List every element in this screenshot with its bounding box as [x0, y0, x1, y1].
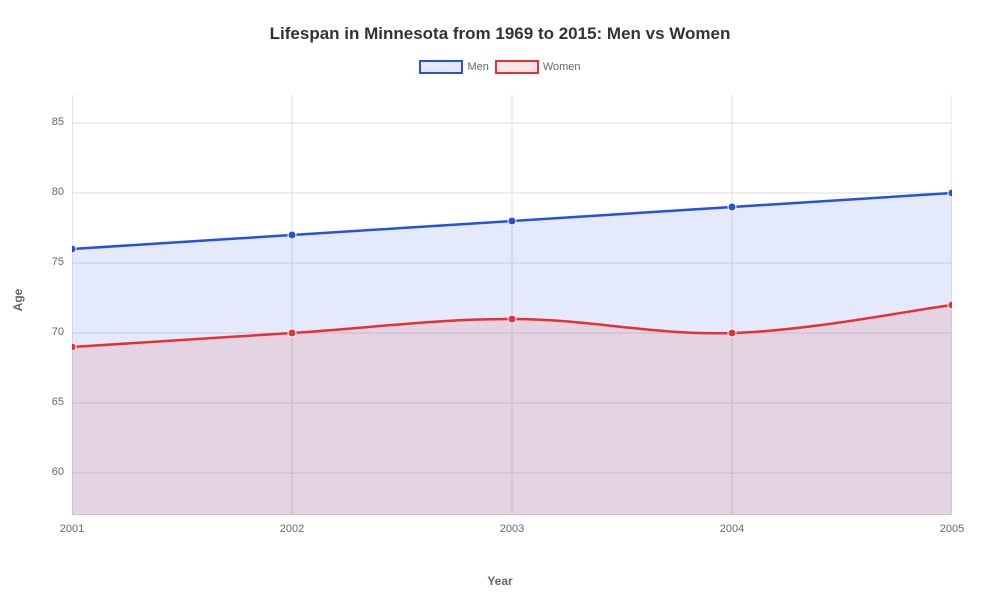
- y-tick-label: 60: [52, 466, 64, 478]
- y-tick-label: 80: [52, 186, 64, 198]
- legend-swatch-men: [419, 60, 463, 74]
- x-tick-label: 2001: [57, 523, 87, 535]
- legend-item-women[interactable]: Women: [495, 60, 581, 74]
- x-tick-label: 2005: [937, 523, 967, 535]
- chart-title: Lifespan in Minnesota from 1969 to 2015:…: [0, 24, 1000, 44]
- chart-container: Lifespan in Minnesota from 1969 to 2015:…: [0, 0, 1000, 600]
- plot-area: [72, 95, 952, 515]
- legend-item-men[interactable]: Men: [419, 60, 488, 74]
- x-axis-label: Year: [0, 574, 1000, 588]
- x-tick-label: 2004: [717, 523, 747, 535]
- plot-svg: [72, 95, 952, 515]
- legend-label-men: Men: [467, 61, 488, 73]
- x-tick-label: 2002: [277, 523, 307, 535]
- legend-label-women: Women: [543, 61, 581, 73]
- y-tick-label: 85: [52, 116, 64, 128]
- x-tick-label: 2003: [497, 523, 527, 535]
- y-axis-label: Age: [11, 289, 25, 312]
- legend-swatch-women: [495, 60, 539, 74]
- legend: Men Women: [0, 60, 1000, 74]
- y-tick-label: 75: [52, 256, 64, 268]
- y-tick-label: 70: [52, 326, 64, 338]
- y-tick-label: 65: [52, 396, 64, 408]
